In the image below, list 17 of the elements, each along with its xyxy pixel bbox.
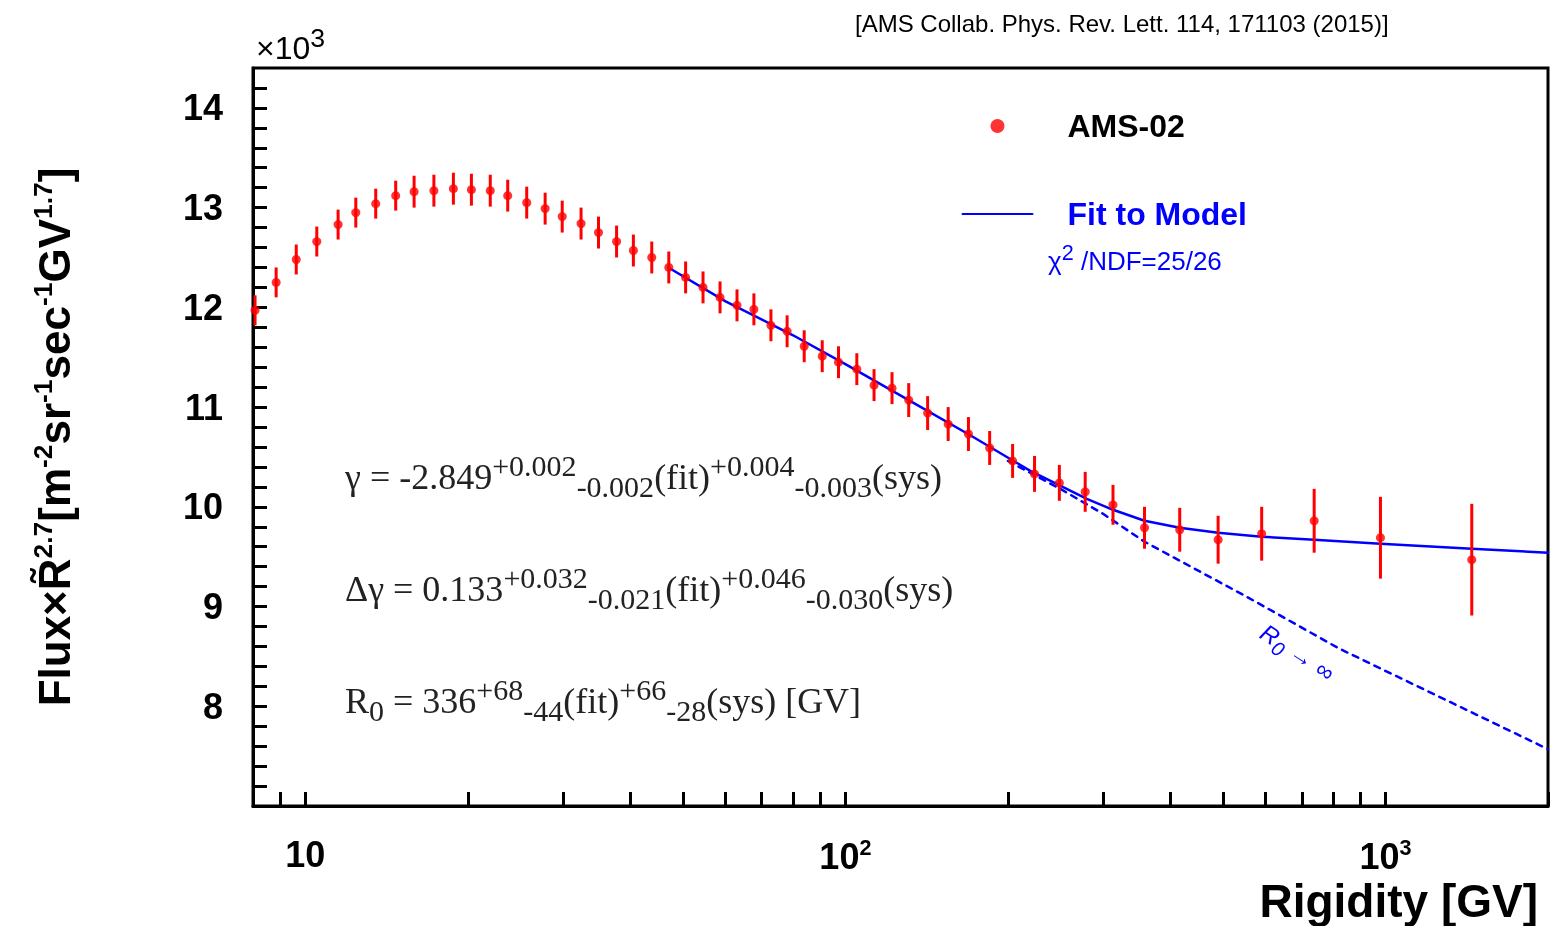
y-tick-label: 11 (184, 386, 223, 428)
annotation: χ$^{2}$ /NDF=25/26 (1048, 240, 1222, 277)
x-tick-label: 10 (285, 833, 326, 875)
legend-label: AMS-02 (1067, 108, 1185, 144)
y-tick-label: 8 (202, 685, 223, 727)
legend-label: Fit to Model (1067, 196, 1247, 232)
y-tick-label: 14 (182, 87, 223, 129)
y-tick-label: 10 (182, 486, 223, 528)
text: ×10$^{3}$ (256, 22, 326, 68)
y-tick-label: 9 (202, 586, 223, 628)
text: [AMS Collab. Phys. Rev. Lett. 114, 171103 (2015)] (855, 10, 1389, 39)
y-tick-label: 13 (182, 187, 223, 229)
text: Flux×R̃2.7[m-2sr-1sec-1GV1.7] (28, 167, 79, 707)
annotation: γ = -2.849$^{+0.002}$$_{-0.002}$(fit)$^{+0.004}$$_{-0.003}$(sys) (345, 448, 943, 506)
annotation: Δγ = 0.133$^{+0.032}$$_{-0.021}$(fit)$^{+0.046}$$_{-0.030}$(sys) (345, 560, 954, 618)
y-tick-label: 12 (182, 286, 223, 328)
text: R$_{0}$ = 336$^{+68}$$_{-44}$(fit)$^{+66}$$_{-28}$(sys) [GV] (345, 673, 862, 728)
